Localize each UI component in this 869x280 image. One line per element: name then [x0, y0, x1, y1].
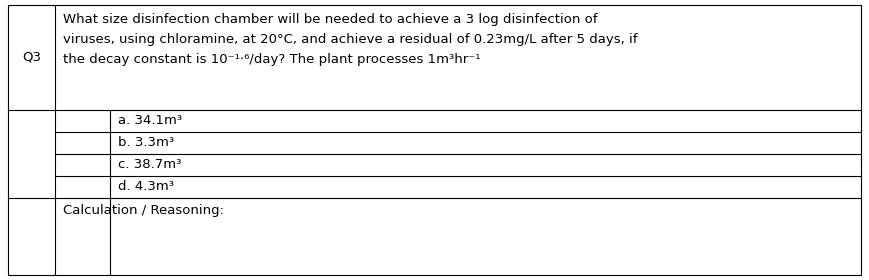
Text: d. 4.3m³: d. 4.3m³: [118, 181, 174, 193]
Text: a. 34.1m³: a. 34.1m³: [118, 115, 182, 127]
Text: Q3: Q3: [22, 51, 41, 64]
Text: What size disinfection chamber will be needed to achieve a 3 log disinfection of: What size disinfection chamber will be n…: [63, 13, 598, 26]
Text: Calculation / Reasoning:: Calculation / Reasoning:: [63, 204, 224, 217]
Text: b. 3.3m³: b. 3.3m³: [118, 137, 174, 150]
Text: viruses, using chloramine, at 20°C, and achieve a residual of 0.23mg/L after 5 d: viruses, using chloramine, at 20°C, and …: [63, 33, 638, 46]
Text: the decay constant is 10⁻¹⋅⁶/day? The plant processes 1m³hr⁻¹: the decay constant is 10⁻¹⋅⁶/day? The pl…: [63, 53, 481, 66]
Text: c. 38.7m³: c. 38.7m³: [118, 158, 182, 171]
